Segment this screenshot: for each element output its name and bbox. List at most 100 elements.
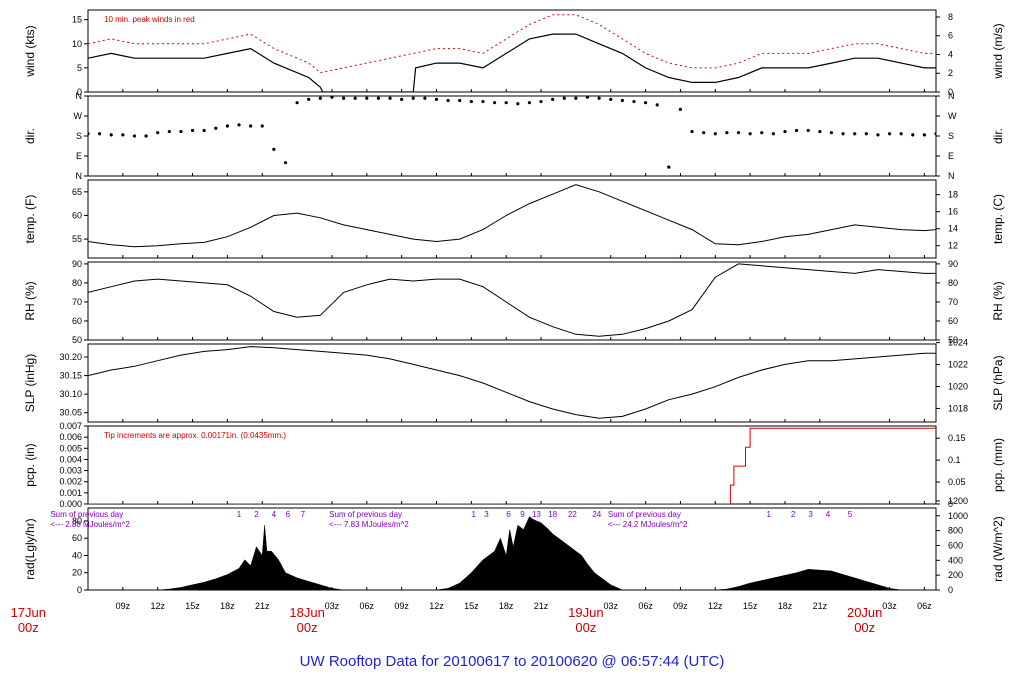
day-label-date: 20Jun <box>847 605 882 620</box>
panel-annotation: Tip increments are approx. 0.00171in. (0… <box>104 431 286 440</box>
data-point <box>829 131 834 135</box>
hour-marker: 9 <box>520 510 525 519</box>
hour-marker: 1 <box>766 510 771 519</box>
right-tick-label: 0 <box>948 499 953 509</box>
panel-frame <box>87 179 937 259</box>
panel-rad: 020406080020040060080010001200rad(Lgly/h… <box>23 496 1005 595</box>
data-point <box>864 132 868 136</box>
right-tick-label: 8 <box>948 12 953 22</box>
left-tick-label: W <box>74 111 83 121</box>
data-point <box>609 97 613 101</box>
data-point <box>911 133 915 137</box>
y-axis-label-right: SLP (hPa) <box>991 355 1005 410</box>
data-point <box>585 96 590 99</box>
x-tick-label: 12z <box>150 601 165 611</box>
data-point <box>458 98 462 103</box>
y-axis-label-right: wind (m/s) <box>991 23 1005 79</box>
data-point <box>783 129 787 134</box>
x-tick-label: 18z <box>220 601 235 611</box>
data-point <box>411 96 415 100</box>
right-tick-label: E <box>948 151 954 161</box>
hour-marker: 24 <box>592 510 601 519</box>
left-tick-label: 80 <box>72 516 82 526</box>
data-point <box>144 134 148 138</box>
right-tick-label: 12 <box>948 241 958 251</box>
y-axis-label-left: dir. <box>23 128 37 144</box>
panel-frame <box>87 261 937 341</box>
x-tick-label: 12z <box>429 601 444 611</box>
data-point <box>330 96 334 99</box>
data-point <box>283 161 288 165</box>
panel-slp: 30.05 30.10 30.15 30.20 1018 1020 1022 1024 SLP … <box>23 338 1005 423</box>
left-tick-label: 70 <box>72 297 82 307</box>
left-tick-label: 0.003 <box>59 466 82 476</box>
data-point <box>167 129 171 134</box>
left-tick-label: 0.000 <box>59 499 82 509</box>
data-point <box>446 98 450 103</box>
right-tick-label: 1020 <box>948 382 968 392</box>
left-tick-label: 40 <box>72 550 82 560</box>
left-tick-label: 30.20 <box>59 352 82 362</box>
radiation-sum-value: <--- 7.83 MJoules/m^2 <box>329 520 409 529</box>
data-point <box>667 165 671 169</box>
data-point <box>225 124 229 128</box>
data-point <box>678 107 683 111</box>
x-tick-label: 12z <box>708 601 723 611</box>
x-tick-label: 03z <box>603 601 618 611</box>
data-point <box>899 132 903 136</box>
data-point <box>702 131 706 135</box>
right-tick-label: 2 <box>948 68 953 78</box>
right-tick-label: 1022 <box>948 360 968 370</box>
x-tick-label: 15z <box>464 601 479 611</box>
plot-area <box>88 427 936 504</box>
right-tick-label: 4 <box>948 49 953 59</box>
right-tick-label: 0 <box>948 585 953 595</box>
hour-marker: 13 <box>532 510 541 519</box>
data-point <box>551 97 555 101</box>
left-tick-label: 15 <box>72 15 82 25</box>
x-axis: 09z 12z 15z 18z 21z 03z 06z 09z 12z 15z 18z 21z 03z 0… <box>11 601 933 635</box>
data-point <box>260 124 264 128</box>
data-point <box>341 96 346 100</box>
left-tick-label: 0 <box>77 87 82 97</box>
data-point <box>806 128 810 133</box>
data-point <box>400 97 404 101</box>
left-tick-label: 0.001 <box>59 488 82 498</box>
hour-marker: 4 <box>826 510 831 519</box>
left-tick-label: N <box>76 91 83 101</box>
chart-title: UW Rooftop Data for 20100617 to 20100620… <box>300 653 725 670</box>
right-tick-label: 16 <box>948 207 958 217</box>
day-label-time: 00z <box>854 620 875 635</box>
data-point <box>388 96 392 100</box>
series-line <box>88 427 936 504</box>
data-point <box>643 101 648 105</box>
x-tick-label: 03z <box>882 601 897 611</box>
right-tick-label: 90 <box>948 259 958 269</box>
day-label-date: 17Jun <box>11 605 46 620</box>
data-point <box>469 99 473 104</box>
x-tick-label: 21z <box>255 601 270 611</box>
right-tick-label: 6 <box>948 31 953 41</box>
data-point <box>748 132 752 136</box>
plot-area <box>157 516 902 590</box>
plot-area <box>88 184 936 248</box>
plot-area <box>88 14 936 92</box>
x-tick-label: 18z <box>499 601 514 611</box>
radiation-sum-value: <--- 24.2 MJoules/m^2 <box>608 520 688 529</box>
x-tick-label: 06z <box>360 601 375 611</box>
data-point <box>934 132 936 136</box>
x-tick-label: 09z <box>116 601 131 611</box>
left-tick-label: 90 <box>72 259 82 269</box>
right-tick-label: 1018 <box>948 403 968 413</box>
series-line <box>88 184 936 248</box>
data-point <box>132 134 137 138</box>
data-point <box>922 133 926 137</box>
data-point <box>121 133 125 137</box>
right-tick-label: 1024 <box>948 338 968 348</box>
y-axis-label-left: SLP (inHg) <box>23 354 37 412</box>
plot-area <box>88 263 936 337</box>
right-tick-label: 0.1 <box>948 455 961 465</box>
series-line <box>88 263 936 337</box>
hour-marker: 6 <box>506 510 511 519</box>
